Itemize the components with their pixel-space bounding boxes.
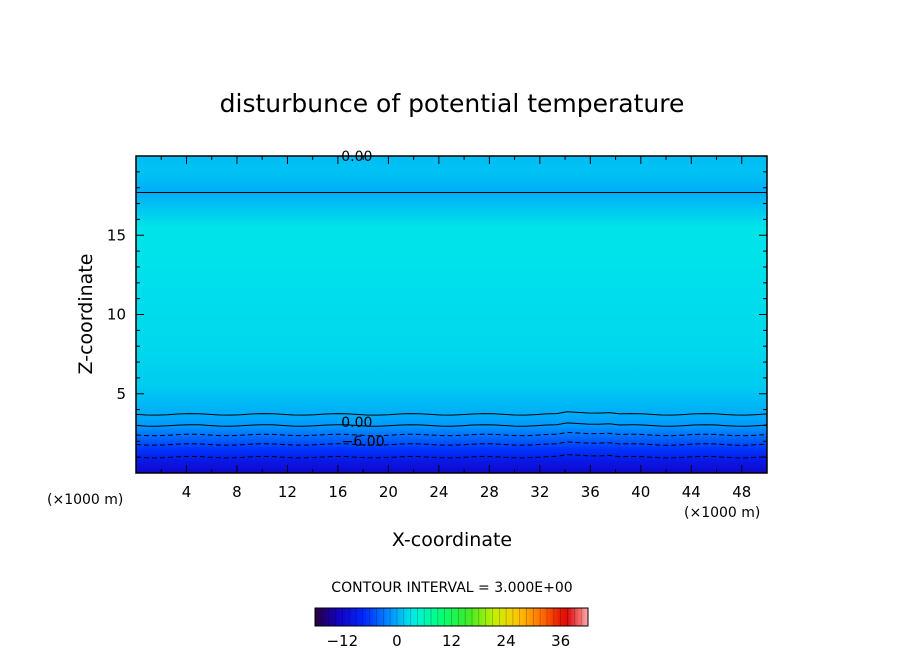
x-tick-label: 16 <box>328 483 347 501</box>
contour-label: 0.00 <box>341 149 372 165</box>
x-tick-label: 4 <box>182 483 192 501</box>
y-axis-label: Z-coordinate <box>75 254 97 375</box>
colorbar <box>314 607 589 627</box>
contour-labels: 0.00 0.00 −6.00 <box>341 149 385 450</box>
x-axis-unit-right: (×1000 m) <box>684 505 760 521</box>
x-tick-label: 28 <box>480 483 499 501</box>
colorbar-tick-label: 36 <box>551 632 570 650</box>
x-tick-label: 36 <box>581 483 600 501</box>
x-axis-unit-left: (×1000 m) <box>47 492 123 508</box>
colorbar-tick-label: 24 <box>497 632 516 650</box>
dashed-contour-line <box>136 454 767 459</box>
x-tick-label: 40 <box>631 483 650 501</box>
colorbar-tick-label: −12 <box>326 632 358 650</box>
x-tick-label: 8 <box>232 483 242 501</box>
contour-lines <box>136 192 767 459</box>
y-tick-label: 10 <box>107 306 126 324</box>
x-axis-label: X-coordinate <box>392 529 512 551</box>
x-tick-label: 44 <box>682 483 701 501</box>
y-tick-label: 15 <box>107 226 126 244</box>
colorbar-tick-label: 0 <box>392 632 402 650</box>
temperature-field <box>136 156 767 473</box>
contour-label: −6.00 <box>342 434 385 450</box>
chart-title: disturbunce of potential temperature <box>220 89 685 118</box>
dashed-contour-line <box>136 441 767 446</box>
x-tick-label: 20 <box>379 483 398 501</box>
x-tick-label: 24 <box>429 483 448 501</box>
y-tick-label: 5 <box>116 385 126 403</box>
contour-interval-text: CONTOUR INTERVAL = 3.000E+00 <box>331 580 572 596</box>
x-tick-label: 48 <box>732 483 751 501</box>
x-tick-label: 32 <box>530 483 549 501</box>
contour-label: 0.00 <box>341 415 372 431</box>
colorbar-tick-label: 12 <box>442 632 461 650</box>
solid-contour-line <box>136 422 767 427</box>
x-axis-ticks: 4 8 12 16 20 24 28 32 36 40 44 48 <box>160 156 751 501</box>
x-tick-label: 12 <box>278 483 297 501</box>
solid-contour-line <box>136 411 767 416</box>
colorbar-ticks: −12 0 12 24 36 <box>321 608 582 650</box>
y-axis-ticks: 5 10 15 <box>107 171 767 458</box>
dashed-contour-line <box>136 431 767 437</box>
